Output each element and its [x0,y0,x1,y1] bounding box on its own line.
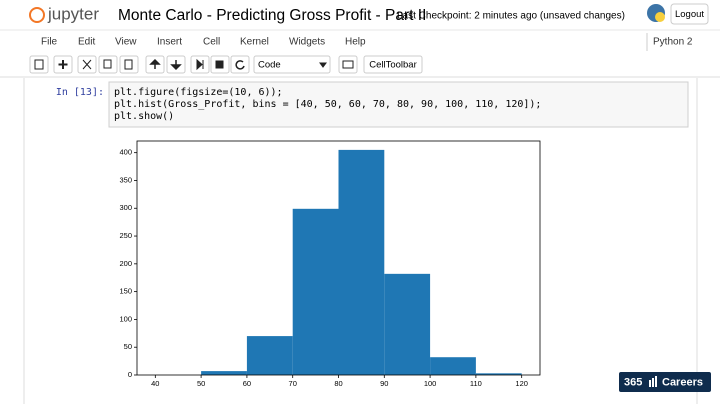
logo-icon [29,7,45,23]
bar [384,273,431,375]
icon [58,60,68,69]
watermark-icon [655,376,657,387]
bar [430,357,476,375]
icon [235,60,245,70]
x-tick-label: 110 [470,379,482,388]
x-tick-label: 50 [197,379,205,388]
x-tick-label: 80 [334,379,342,388]
y-tick-label: 50 [124,342,132,351]
menu-item[interactable]: View [115,37,137,48]
copy-button[interactable] [98,55,118,74]
menu-item[interactable]: Help [345,37,366,48]
x-tick-label: 100 [424,379,437,388]
menu: File Edit View Insert Cell Kernel Widget… [41,33,693,51]
cell-type-select[interactable] [253,55,331,74]
x-tick-label: 70 [289,379,297,388]
y-tick-label: 150 [119,287,132,296]
menu-bar [24,32,697,52]
cell-type[interactable]: Code [258,60,281,71]
paste-button[interactable] [119,55,139,74]
bar [201,371,247,375]
toolbar-icons [34,58,354,71]
watermark-number: 365 [624,376,642,388]
icon [196,58,204,71]
menu-item[interactable]: Widgets [289,37,325,48]
y-tick-label: 300 [119,203,132,212]
save-button[interactable] [29,55,49,74]
logout-button[interactable] [670,3,709,25]
celltoolbar-button[interactable] [363,55,423,74]
restart-button[interactable] [230,55,250,74]
icon [319,62,327,68]
y-tick-label: 200 [119,259,132,268]
x-tick-label: 90 [380,379,388,388]
code: plt.figure(figsize=(10, 6)); plt.hist(Gr… [114,87,541,122]
icon [170,60,182,71]
bar [475,373,522,375]
bar [246,336,293,375]
icon [124,59,133,70]
icon [82,59,92,70]
checkpoint: Last Checkpoint: 2 minutes ago (unsaved … [397,11,625,22]
menu-item[interactable]: Kernel [240,37,269,48]
logo-text: jupyter [47,4,99,23]
y-tick-label: 0 [128,370,132,379]
input-prompt: In [13]: [56,87,104,98]
y-tick-label: 100 [119,314,132,323]
code-line: plt.show() [114,111,174,122]
kernel-name: Python 2 [653,37,693,48]
watermark-icon [649,380,651,387]
histogram-chart: 0 50 100 150 200 250 300 350 400 40 50 60 70 80 90 100 1… [119,140,541,388]
watermark-badge [619,372,711,392]
watermark-text: Careers [662,376,703,388]
icon [342,60,354,69]
icon [103,59,112,69]
menu-item[interactable]: File [41,37,58,48]
y-tick-label: 350 [119,175,132,184]
header: jupyter Monte Carlo - Predicting Gross P… [29,3,709,25]
icon [215,60,224,69]
x-tick-label: 40 [151,379,159,388]
menu-item[interactable]: Cell [203,37,220,48]
menu-item[interactable]: Edit [78,37,95,48]
icon [34,59,44,70]
x-tick-label: 120 [515,379,528,388]
icon [149,58,161,69]
y-tick-label: 250 [119,231,132,240]
logout-label[interactable]: Logout [675,9,704,20]
python-logo [655,12,665,22]
bar [338,149,385,375]
code-line: plt.hist(Gross_Profit, bins = [40, 50, 6… [114,99,541,110]
code-cell[interactable] [108,81,689,128]
menu-item[interactable]: Insert [157,37,182,48]
notebook-title[interactable]: Monte Carlo - Predicting Gross Profit - … [118,7,426,24]
x-tick-label: 60 [243,379,251,388]
code-line: plt.figure(figsize=(10, 6)); [114,87,283,98]
y-tick-label: 400 [119,148,132,157]
keyboard-button[interactable] [338,55,358,74]
bar [292,208,339,375]
celltoolbar-label[interactable]: CellToolbar [369,60,417,71]
watermark-icon [652,378,654,387]
